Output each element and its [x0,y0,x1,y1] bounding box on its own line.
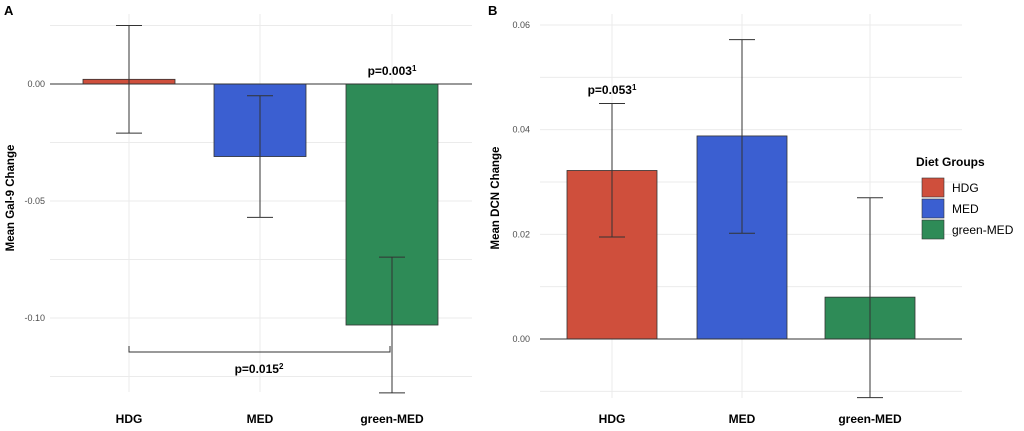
legend-swatch [921,177,945,198]
error-bar-hdg [116,25,142,134]
legend-label: green-MED [952,223,1014,237]
panel-a-letter: A [4,3,14,18]
x-tick-label-hdg: HDG [599,412,626,426]
legend-swatch [921,198,945,219]
panel-b-annotations: p=0.0531 [588,83,637,97]
x-tick-label-med: MED [729,412,756,426]
error-bar-med [729,39,755,234]
legend-label: HDG [952,181,979,195]
panel-a-error-bars [116,25,405,394]
x-tick-label-green-med: green-MED [838,412,902,426]
y-tick-label: -0.05 [24,196,45,206]
legend-label: MED [952,202,979,216]
legend-items: HDG MED green-MED [921,177,1014,240]
legend-item-green-med: green-MED [921,219,1014,240]
panel-a-y-ticks: 0.00 -0.05 -0.10 [24,79,45,323]
panel-b-letter: B [488,3,497,18]
legend-swatch [921,219,945,240]
panel-a-x-ticks: HDG MED green-MED [116,412,424,426]
panel-b-bars [540,135,962,340]
panel-a-annotations: p=0.0031 p=0.0152 [128,64,417,376]
panel-a-pvalue-bracket: p=0.0152 [235,362,284,376]
panel-a: A 0.00 -0.05 -0.10 HDG MED green-MED Mean Ga… [4,3,472,426]
legend-title: Diet Groups [916,155,985,169]
legend-item-med: MED [921,198,979,219]
panel-b-error-bars [599,39,883,399]
panel-a-pvalue-green-med: p=0.0031 [368,64,417,78]
y-tick-label: 0.06 [512,20,530,30]
panel-a-y-axis-label: Mean Gal-9 Change [5,145,17,252]
y-tick-label: -0.10 [24,313,45,323]
error-bar-green-med [857,197,883,399]
x-tick-label-med: MED [247,412,274,426]
panel-b-y-ticks: 0.00 0.02 0.04 0.06 [512,20,530,344]
y-tick-label: 0.00 [27,79,45,89]
x-tick-label-green-med: green-MED [360,412,424,426]
x-tick-label-hdg: HDG [116,412,143,426]
panel-b: B 0.00 0.02 0.04 0.06 HDG MED green-MED Mean … [488,3,962,426]
legend: Diet Groups HDG MED green-MED [916,155,1014,240]
panel-a-bars [50,78,472,326]
error-bar-med [247,95,273,218]
error-bar-hdg [599,103,625,238]
panel-a-significance-bracket [128,346,391,353]
legend-item-hdg: HDG [921,177,979,198]
panel-b-x-ticks: HDG MED green-MED [599,412,902,426]
y-tick-label: 0.02 [512,229,530,239]
panel-b-y-axis-label: Mean DCN Change [490,147,502,250]
error-bar-green-med [379,256,405,394]
panel-b-pvalue-hdg: p=0.0531 [588,83,637,97]
y-tick-label: 0.04 [512,125,530,135]
y-tick-label: 0.00 [512,334,530,344]
